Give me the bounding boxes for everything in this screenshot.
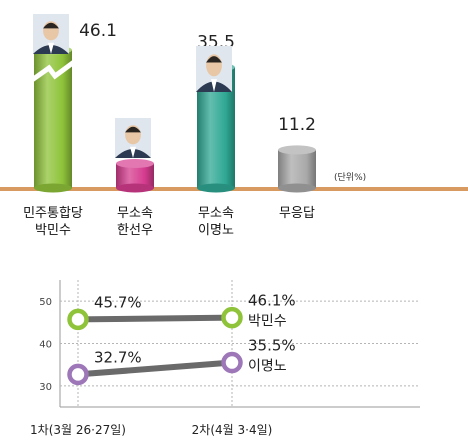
bar-value-label: 46.1 [79,21,117,41]
series-line-박민수 [77,314,233,323]
x-tick-label: 1차(3월 26·27일) [30,423,126,437]
data-point [67,308,89,331]
bar-bottom [116,183,154,193]
bar-3 [278,145,316,193]
bar-category-label: 민주통합당 박민수 [23,206,83,238]
bar-value-label: 11.2 [278,115,316,135]
data-point [221,351,243,374]
data-value-label: 46.1% [248,292,296,310]
y-tick-label: 50 [39,297,52,308]
bar-category-label: 무소속 이명노 [198,206,234,238]
unit-label: (단위%) [334,172,366,183]
bar-body [278,149,316,188]
bar-bottom [197,183,235,193]
series-name-label: 박민수 [248,314,287,330]
bar-top [278,145,316,155]
candidate-photo-lee [196,46,232,92]
axis-break-mark [30,59,76,83]
series-line-이명노 [77,359,233,378]
data-point [221,306,243,329]
data-value-label: 45.7% [94,293,142,311]
bar-bottom [278,183,316,193]
bar-1 [116,159,154,193]
bar-category-label: 무응답 [279,206,315,221]
candidate-photo-park [33,14,69,54]
bar-top [116,159,154,169]
bar-0 [30,45,76,193]
data-value-label: 32.7% [94,348,142,366]
bar-category-label: 무소속 한선우 [117,206,153,238]
data-value-label: 35.5% [248,337,296,355]
data-point [67,363,89,386]
x-tick-label: 2차(4월 3·4일) [192,423,273,437]
y-tick-label: 30 [39,382,52,393]
y-tick-label: 40 [39,340,52,351]
series-name-label: 이명노 [248,359,287,375]
candidate-photo-han [115,118,151,158]
bar-bottom [34,183,72,193]
